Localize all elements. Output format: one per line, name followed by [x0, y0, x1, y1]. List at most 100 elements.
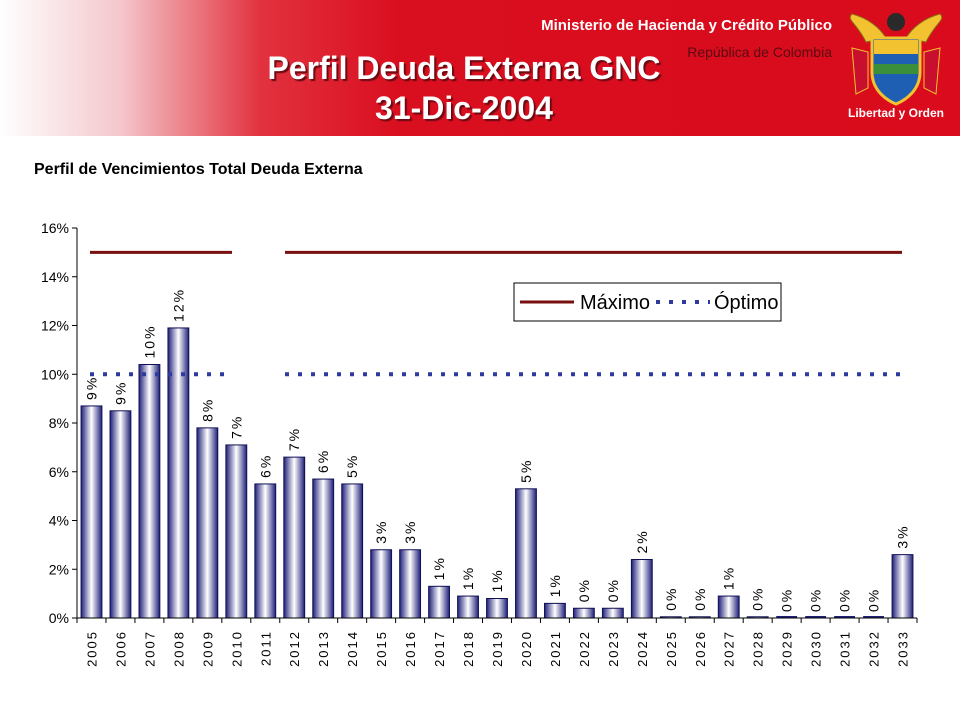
x-tick-label: 2006 [113, 630, 128, 667]
chart-heading: Perfil de Vencimientos Total Deuda Exter… [34, 161, 363, 178]
bar [486, 598, 508, 619]
data-label: 6% [257, 454, 273, 478]
bar [196, 427, 219, 619]
x-tick-label: 2005 [84, 630, 99, 667]
y-tick-label: 8% [49, 415, 69, 431]
x-tick-label: 2019 [490, 630, 505, 667]
data-label: 0% [779, 588, 795, 612]
bar [109, 410, 132, 619]
x-tick-label: 2027 [722, 630, 737, 667]
x-tick-label: 2029 [780, 630, 795, 667]
x-tick-label: 2015 [374, 630, 389, 667]
bar [341, 483, 364, 619]
bar [80, 405, 103, 619]
data-label: 3% [373, 520, 389, 544]
y-tick-label: 2% [49, 561, 69, 577]
bar [515, 488, 537, 619]
bar [138, 364, 161, 619]
data-label: 5% [518, 459, 534, 483]
data-label: 2% [634, 529, 650, 553]
bar [457, 595, 479, 619]
legend-max-label: Máximo [580, 292, 650, 314]
data-label: 1% [547, 573, 563, 597]
data-label: 9% [112, 381, 128, 405]
x-tick-label: 2018 [461, 630, 476, 667]
y-tick-label: 6% [49, 464, 69, 480]
x-tick-label: 2010 [229, 630, 244, 667]
bar [544, 602, 566, 619]
data-label: 0% [692, 587, 708, 611]
maturity-profile-chart: 9% 9% 10% 12% 8% 7% 6% 7% 6% 5% 3% 3% 1% 1% 1% 5% 1% 0% 0%… [41, 220, 918, 667]
y-tick-label: 10% [41, 366, 69, 382]
bar [776, 616, 798, 618]
data-label: 1% [431, 556, 447, 580]
x-tick-label: 2017 [432, 630, 447, 667]
data-label: 3% [895, 524, 911, 548]
data-label: 12% [170, 288, 186, 322]
x-tick-label: 2021 [548, 630, 563, 667]
bar [370, 549, 393, 619]
bar [572, 607, 595, 619]
x-tick-label: 2024 [635, 630, 650, 667]
bar [312, 478, 335, 619]
x-tick-label: 2023 [606, 630, 621, 667]
data-label: 0% [663, 587, 679, 611]
data-label: 7% [286, 427, 302, 451]
bar [167, 327, 190, 619]
x-tick-label: 2009 [200, 630, 215, 667]
x-tick-label: 2031 [838, 630, 853, 667]
data-label: 1% [460, 566, 476, 590]
y-tick-label: 14% [41, 269, 69, 285]
data-label: 0% [750, 587, 766, 611]
x-tick-label: 2011 [258, 630, 273, 666]
chart-legend: Máximo Óptimo [513, 282, 782, 322]
bar [428, 585, 450, 619]
x-tick-label: 2025 [664, 630, 679, 667]
x-tick-label: 2013 [316, 630, 331, 667]
x-tick-label: 2014 [345, 630, 360, 667]
emblem-motto: Libertad y Orden [847, 106, 945, 120]
data-label: 0% [605, 578, 621, 602]
ministry-name: Ministerio de Hacienda y Crédito Público [541, 17, 832, 34]
data-label: 8% [199, 398, 215, 422]
data-label: 3% [402, 520, 418, 544]
x-tick-label: 2016 [403, 630, 418, 667]
data-label: 7% [228, 415, 244, 439]
republic-name: República de Colombia [687, 44, 832, 60]
data-label: 0% [576, 578, 592, 602]
x-tick-label: 2007 [142, 630, 157, 667]
data-label: 5% [344, 454, 360, 478]
page-title: Perfil Deuda Externa GNC [267, 50, 661, 86]
y-tick-label: 4% [49, 513, 69, 529]
bar [834, 616, 856, 618]
bar [630, 559, 653, 619]
y-tick-label: 12% [41, 318, 69, 334]
bar [863, 616, 884, 618]
axes-layer: 2005 2006 2007 2008 2009 2010 2011 2012 2013 2014… [41, 220, 918, 667]
data-label: 9% [83, 376, 99, 400]
legend-optimal-label: Óptimo [714, 291, 778, 314]
x-tick-label: 2020 [519, 630, 534, 667]
data-label: 0% [808, 588, 824, 612]
x-tick-label: 2032 [867, 630, 882, 667]
data-label: 1% [721, 566, 737, 590]
bar [717, 595, 740, 619]
y-tick-label: 16% [41, 220, 69, 236]
x-tick-label: 2028 [751, 630, 766, 667]
coat-of-arms-icon [849, 13, 943, 106]
x-tick-label: 2012 [287, 630, 302, 667]
bar [283, 456, 306, 619]
bars-layer: 9% 9% 10% 12% 8% 7% 6% 7% 6% 5% 3% 3% 1% 1% 1% 5% 1% 0% 0%… [80, 288, 914, 619]
bar [891, 554, 914, 619]
data-label: 10% [141, 324, 157, 358]
x-tick-label: 2026 [693, 630, 708, 667]
data-label: 6% [315, 449, 331, 473]
bar [601, 607, 624, 619]
bar [225, 444, 248, 619]
bar [805, 616, 827, 618]
reference-lines-layer [90, 250, 902, 377]
header-banner [0, 0, 960, 136]
data-label: 0% [866, 588, 882, 612]
page-date: 31-Dic-2004 [375, 90, 553, 126]
data-label: 0% [837, 588, 853, 612]
